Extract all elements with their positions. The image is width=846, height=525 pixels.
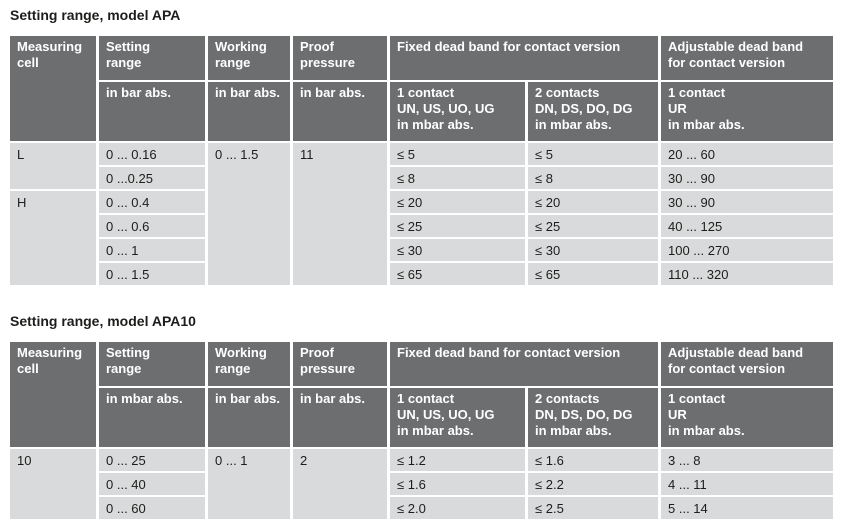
- table-row: 0 ... 0.6 ≤ 25 ≤ 25 40 ... 125: [9, 213, 836, 239]
- table-section-apa10: Setting range, model APA10 Measuring cel…: [7, 313, 836, 521]
- col-header-adjustable-dead-band: Adjustable dead band for contact version: [658, 34, 836, 82]
- col-header-working-range: Working range: [205, 340, 293, 388]
- cell-fixed-1-contact: ≤ 25: [387, 213, 528, 239]
- table-section-apa: Setting range, model APA Measuring cell S…: [7, 7, 836, 287]
- cell-adjustable-dead-band: 40 ... 125: [658, 213, 836, 239]
- cell-setting-range: 0 ... 1: [96, 237, 208, 263]
- header-row: Measuring cell Setting range Working range…: [7, 340, 836, 449]
- table-row: 10 0 ... 25 0 ... 1 2 ≤ 1.2 ≤ 1.6 3 ... 8: [7, 447, 836, 521]
- col-header-setting-range: Setting range: [96, 340, 208, 388]
- subheader-1-contact-ur: 1 contact UR in mbar abs.: [658, 386, 836, 449]
- unit-proof-pressure: in bar abs.: [290, 80, 390, 143]
- cell-adjustable-dead-band: 100 ... 270: [658, 237, 836, 263]
- cell-fixed-1-contact: ≤ 20: [387, 189, 528, 215]
- cell-setting-range: 0 ... 1.5: [96, 261, 208, 287]
- cell-fixed-2-contacts: ≤ 65: [525, 261, 661, 287]
- col-header-fixed-dead-band: Fixed dead band for contact version: [387, 340, 661, 388]
- col-header-measuring-cell: Measuring cell: [7, 340, 99, 449]
- cell-measuring-cell: L: [7, 141, 99, 191]
- cell-adjustable-dead-band: 30 ... 90: [658, 165, 836, 191]
- cell-fixed-2-contacts: ≤ 5: [525, 141, 661, 167]
- col-header-working-range: Working range: [205, 34, 293, 82]
- table-title-apa10: Setting range, model APA10: [10, 313, 196, 329]
- cell-measuring-cell: H: [7, 189, 99, 287]
- unit-setting-range: in mbar abs.: [96, 386, 208, 449]
- subheader-2-contacts: 2 contacts DN, DS, DO, DG in mbar abs.: [525, 386, 661, 449]
- cell-fixed-2-contacts: ≤ 25: [525, 213, 661, 239]
- setting-range-table-apa10: Measuring cell Setting range Working range…: [7, 340, 836, 521]
- col-header-fixed-dead-band: Fixed dead band for contact version: [387, 34, 661, 82]
- unit-working-range: in bar abs.: [205, 80, 293, 143]
- col-header-proof-pressure: Proof pressure: [290, 34, 390, 82]
- cell-fixed-1-contact: ≤ 30: [387, 237, 528, 263]
- table-title-apa: Setting range, model APA: [10, 7, 181, 23]
- setting-range-table-apa: Measuring cell Setting range Working range…: [7, 34, 836, 287]
- cell-setting-range: 0 ... 25: [96, 447, 208, 473]
- cell-adjustable-dead-band: 3 ... 8: [658, 447, 836, 473]
- cell-working-range: 0 ... 1.5: [205, 141, 293, 287]
- cell-fixed-1-contact: ≤ 1.2: [387, 447, 528, 473]
- cell-setting-range: 0 ... 60: [96, 495, 208, 521]
- cell-adjustable-dead-band: 4 ... 11: [658, 471, 836, 497]
- col-header-setting-range: Setting range: [96, 34, 208, 82]
- cell-fixed-2-contacts: ≤ 2.2: [525, 471, 661, 497]
- subheader-2-contacts: 2 contacts DN, DS, DO, DG in mbar abs.: [525, 80, 661, 143]
- cell-working-range: 0 ... 1: [205, 447, 293, 521]
- subheader-1-contact-ur: 1 contact UR in mbar abs.: [658, 80, 836, 143]
- cell-fixed-2-contacts: ≤ 1.6: [525, 447, 661, 473]
- table-row: 0 ... 60 ≤ 2.0 ≤ 2.5 5 ... 14: [9, 495, 836, 521]
- table-row: 0 ... 1 ≤ 30 ≤ 30 100 ... 270: [9, 237, 836, 263]
- cell-adjustable-dead-band: 5 ... 14: [658, 495, 836, 521]
- cell-fixed-2-contacts: ≤ 8: [525, 165, 661, 191]
- cell-setting-range: 0 ... 0.16: [96, 141, 208, 167]
- cell-fixed-1-contact: ≤ 1.6: [387, 471, 528, 497]
- cell-measuring-cell: 10: [7, 447, 99, 521]
- cell-fixed-1-contact: ≤ 2.0: [387, 495, 528, 521]
- col-header-adjustable-dead-band: Adjustable dead band for contact version: [658, 340, 836, 388]
- subheader-1-contact: 1 contact UN, US, UO, UG in mbar abs.: [387, 386, 528, 449]
- subheader-1-contact: 1 contact UN, US, UO, UG in mbar abs.: [387, 80, 528, 143]
- table-row: 0 ...0.25 ≤ 8 ≤ 8 30 ... 90: [9, 165, 836, 191]
- header-row: Measuring cell Setting range Working range…: [7, 34, 836, 143]
- cell-adjustable-dead-band: 30 ... 90: [658, 189, 836, 215]
- table-row: 0 ... 1.5 ≤ 65 ≤ 65 110 ... 320: [9, 261, 836, 287]
- header-row: in bar abs. in bar abs. in bar abs. 1 conta…: [9, 80, 836, 143]
- cell-fixed-1-contact: ≤ 65: [387, 261, 528, 287]
- unit-working-range: in bar abs.: [205, 386, 293, 449]
- cell-proof-pressure: 11: [290, 141, 390, 287]
- col-header-proof-pressure: Proof pressure: [290, 340, 390, 388]
- cell-adjustable-dead-band: 110 ... 320: [658, 261, 836, 287]
- unit-setting-range: in bar abs.: [96, 80, 208, 143]
- cell-fixed-1-contact: ≤ 8: [387, 165, 528, 191]
- cell-proof-pressure: 2: [290, 447, 390, 521]
- cell-setting-range: 0 ... 0.4: [96, 189, 208, 215]
- col-header-measuring-cell: Measuring cell: [7, 34, 99, 143]
- unit-proof-pressure: in bar abs.: [290, 386, 390, 449]
- cell-setting-range: 0 ... 0.6: [96, 213, 208, 239]
- cell-adjustable-dead-band: 20 ... 60: [658, 141, 836, 167]
- table-row: 0 ... 40 ≤ 1.6 ≤ 2.2 4 ... 11: [9, 471, 836, 497]
- cell-setting-range: 0 ... 40: [96, 471, 208, 497]
- header-row: in mbar abs. in bar abs. in bar abs. 1 cont…: [9, 386, 836, 449]
- cell-fixed-2-contacts: ≤ 30: [525, 237, 661, 263]
- cell-fixed-1-contact: ≤ 5: [387, 141, 528, 167]
- cell-fixed-2-contacts: ≤ 20: [525, 189, 661, 215]
- cell-fixed-2-contacts: ≤ 2.5: [525, 495, 661, 521]
- cell-setting-range: 0 ...0.25: [96, 165, 208, 191]
